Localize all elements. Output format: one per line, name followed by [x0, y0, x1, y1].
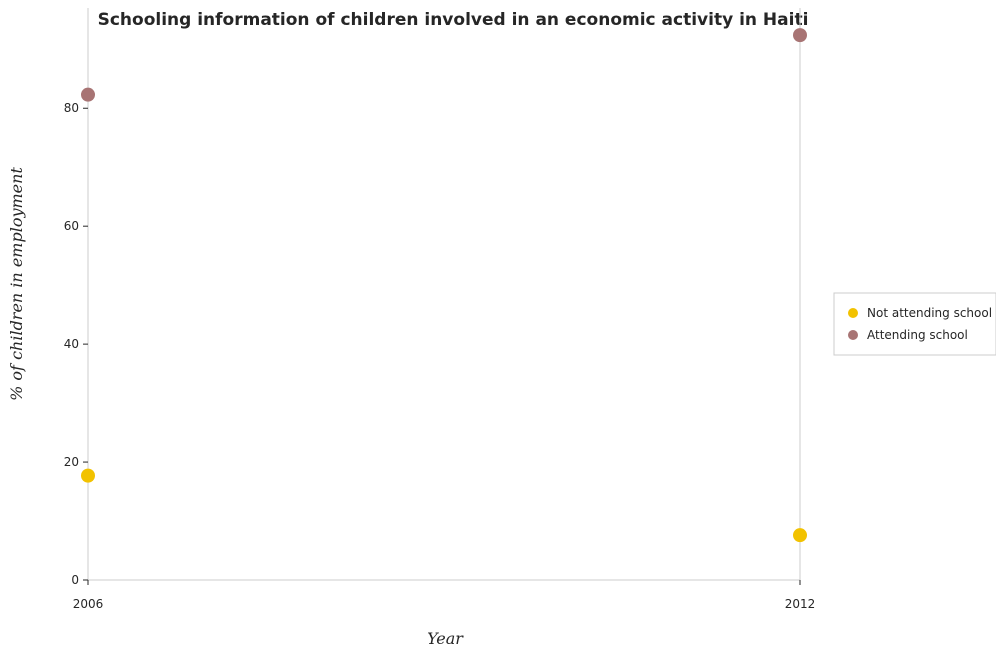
y-axis-label: % of children in employment: [7, 167, 26, 401]
y-tick-label: 0: [71, 573, 79, 587]
x-tick-label: 2012: [785, 597, 816, 611]
attending-point-2006: [81, 87, 95, 102]
x-tick-label: 2006: [73, 597, 104, 611]
data-points: [81, 28, 807, 543]
y-tick-label: 60: [64, 219, 79, 233]
x-ticks: 2006 2012: [73, 580, 816, 611]
legend-marker-not-attending: [848, 308, 858, 318]
plot-area: [87, 8, 801, 581]
not-attending-point-2012: [793, 528, 807, 543]
not-attending-point-2006: [81, 468, 95, 483]
chart-title: Schooling information of children involv…: [98, 10, 809, 30]
legend-box: [833, 292, 996, 356]
y-tick-label: 80: [64, 101, 79, 115]
attending-point-2012: [793, 28, 807, 43]
legend-label-attending: Attending school: [867, 328, 968, 342]
y-tick-label: 40: [64, 337, 79, 351]
y-tick-label: 20: [64, 455, 79, 469]
legend-label-not-attending: Not attending school: [867, 306, 992, 320]
x-axis-label: Year: [427, 629, 464, 648]
y-ticks: 0 20 40 60 80: [64, 101, 88, 587]
legend: Not attending school Attending school: [833, 292, 996, 356]
legend-marker-attending: [848, 330, 858, 340]
